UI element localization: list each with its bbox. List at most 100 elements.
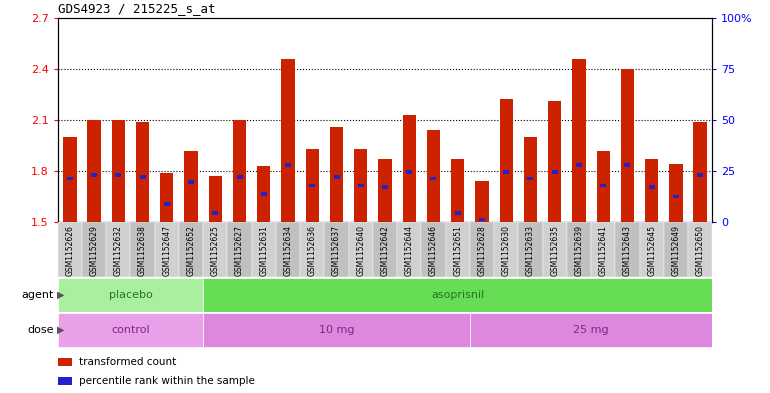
Bar: [209, 176, 222, 222]
Bar: [155, 222, 179, 277]
Bar: [494, 222, 518, 277]
Bar: [572, 59, 586, 222]
Text: GSM1152635: GSM1152635: [551, 225, 559, 276]
Bar: [58, 313, 203, 347]
Bar: [354, 149, 367, 222]
Text: GSM1152644: GSM1152644: [405, 225, 413, 276]
Bar: [673, 195, 679, 198]
Bar: [576, 163, 582, 167]
Bar: [421, 222, 446, 277]
Text: GSM1152645: GSM1152645: [647, 225, 656, 276]
Bar: [324, 222, 349, 277]
Text: GSM1152626: GSM1152626: [65, 225, 75, 275]
Text: GSM1152632: GSM1152632: [114, 225, 123, 275]
Bar: [664, 222, 688, 277]
Bar: [82, 222, 106, 277]
Bar: [567, 222, 591, 277]
Bar: [160, 173, 173, 222]
Bar: [184, 151, 198, 222]
Bar: [600, 184, 606, 187]
Bar: [330, 127, 343, 222]
Bar: [446, 222, 470, 277]
Bar: [479, 218, 485, 221]
Bar: [451, 159, 464, 222]
Bar: [430, 177, 437, 180]
Bar: [67, 177, 73, 180]
Bar: [640, 222, 664, 277]
Bar: [378, 159, 392, 222]
Bar: [257, 166, 270, 222]
Bar: [233, 120, 246, 222]
Text: GSM1152634: GSM1152634: [283, 225, 293, 276]
Bar: [694, 121, 707, 222]
Text: ▶: ▶: [57, 325, 65, 335]
Bar: [648, 185, 654, 189]
Bar: [203, 313, 470, 347]
Text: agent: agent: [22, 290, 54, 300]
Bar: [518, 222, 543, 277]
Text: GSM1152647: GSM1152647: [162, 225, 172, 276]
Bar: [58, 278, 203, 312]
Bar: [455, 211, 460, 215]
Bar: [58, 222, 82, 277]
Bar: [188, 180, 194, 184]
Bar: [358, 184, 363, 187]
Bar: [504, 170, 509, 174]
Bar: [470, 222, 494, 277]
Bar: [91, 173, 97, 177]
Text: GSM1152649: GSM1152649: [671, 225, 681, 276]
Text: GSM1152627: GSM1152627: [235, 225, 244, 275]
Bar: [597, 151, 610, 222]
Bar: [179, 222, 203, 277]
Bar: [285, 163, 291, 167]
Bar: [252, 222, 276, 277]
Text: dose: dose: [28, 325, 54, 335]
Bar: [164, 202, 170, 206]
Bar: [310, 184, 315, 187]
Text: GSM1152650: GSM1152650: [695, 225, 705, 276]
Bar: [500, 99, 513, 222]
Bar: [373, 222, 397, 277]
Bar: [136, 121, 149, 222]
Bar: [276, 222, 300, 277]
Bar: [130, 222, 155, 277]
Bar: [403, 115, 416, 222]
Text: placebo: placebo: [109, 290, 152, 300]
Bar: [58, 358, 72, 366]
Text: 25 mg: 25 mg: [573, 325, 609, 335]
Bar: [382, 185, 388, 189]
Bar: [645, 159, 658, 222]
Bar: [524, 137, 537, 222]
Bar: [551, 170, 557, 174]
Bar: [407, 170, 412, 174]
Bar: [112, 120, 125, 222]
Text: transformed count: transformed count: [79, 357, 176, 367]
Bar: [397, 222, 421, 277]
Text: GSM1152636: GSM1152636: [308, 225, 316, 276]
Bar: [427, 130, 440, 222]
Text: GSM1152625: GSM1152625: [211, 225, 219, 275]
Text: GSM1152628: GSM1152628: [477, 225, 487, 275]
Text: GSM1152641: GSM1152641: [598, 225, 608, 275]
Bar: [543, 222, 567, 277]
Bar: [139, 175, 146, 179]
Bar: [300, 222, 324, 277]
Text: GSM1152638: GSM1152638: [138, 225, 147, 275]
Text: GSM1152640: GSM1152640: [357, 225, 365, 276]
Bar: [697, 173, 703, 177]
Text: ▶: ▶: [57, 290, 65, 300]
Text: GSM1152651: GSM1152651: [454, 225, 462, 275]
Bar: [615, 222, 640, 277]
Bar: [470, 313, 712, 347]
Text: GSM1152629: GSM1152629: [89, 225, 99, 275]
Bar: [688, 222, 712, 277]
Bar: [475, 181, 489, 222]
Text: GSM1152646: GSM1152646: [429, 225, 438, 276]
Bar: [349, 222, 373, 277]
Bar: [333, 175, 340, 179]
Bar: [306, 149, 319, 222]
Bar: [261, 192, 266, 196]
Text: 10 mg: 10 mg: [319, 325, 354, 335]
Text: GSM1152637: GSM1152637: [332, 225, 341, 276]
Bar: [281, 59, 295, 222]
